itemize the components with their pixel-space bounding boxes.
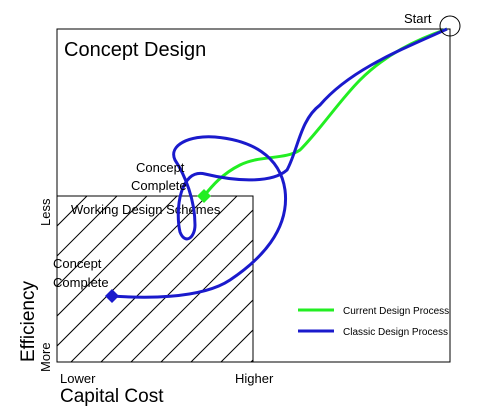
legend: Current Design Process Classic Design Pr… [298, 306, 449, 338]
hatch-line [190, 299, 253, 362]
hatch-line [100, 209, 253, 362]
hatch-line [70, 196, 238, 362]
y-axis-top-label: Less [38, 198, 53, 226]
working-area-box [56, 195, 254, 363]
hatch-line [57, 196, 118, 257]
diagram-title: Concept Design [64, 39, 206, 61]
y-axis-label: Efficiency [18, 281, 39, 362]
legend-current-label: Current Design Process [343, 306, 449, 317]
hatch-line [160, 269, 253, 362]
legend-classic-label: Classic Design Process [343, 327, 448, 338]
current-design-process-line [202, 27, 448, 197]
hatch-line [57, 196, 88, 227]
hatch-line [57, 196, 178, 317]
hatch-line [57, 196, 148, 287]
green-diamond-icon [197, 189, 211, 203]
working-area-label: Working Design Schemes [71, 202, 221, 217]
current-concept-complete-line1: Concept [136, 160, 185, 175]
start-circle-icon [439, 15, 461, 37]
classic-concept-complete-line2: Complete [53, 275, 109, 290]
start-label: Start [404, 11, 432, 26]
hatch-line [130, 239, 253, 362]
blue-diamond-icon [105, 289, 119, 303]
classic-concept-complete-line1: Concept [53, 256, 102, 271]
classic-design-process-line [111, 27, 448, 299]
x-axis-label: Capital Cost [60, 386, 164, 407]
current-concept-complete-line2: Complete [131, 178, 187, 193]
x-axis-left-label: Lower [60, 371, 96, 386]
x-axis-right-label: Higher [235, 371, 274, 386]
hatch-line [220, 329, 253, 362]
y-axis-bottom-label: More [38, 342, 53, 372]
